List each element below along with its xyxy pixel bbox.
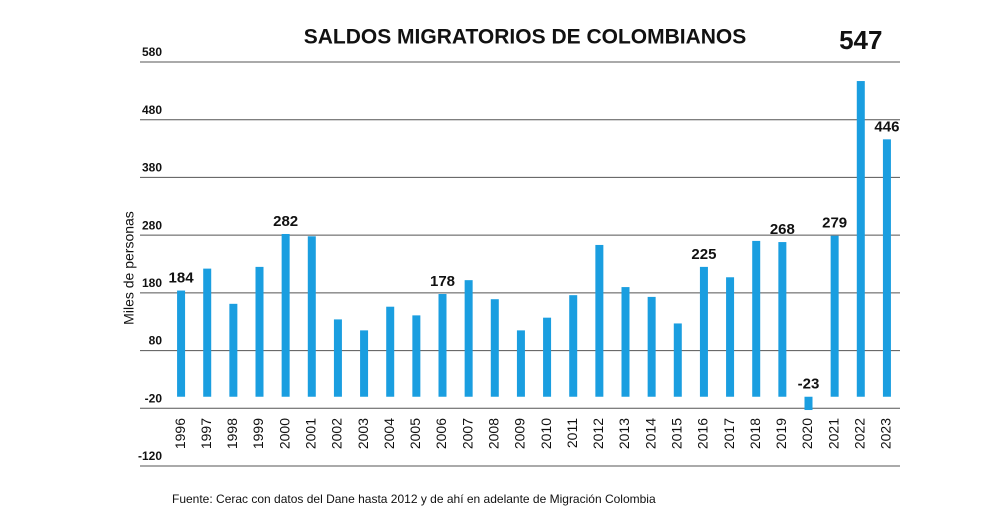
- data-label: 225: [691, 246, 716, 263]
- y-tick-label: 580: [142, 45, 162, 59]
- x-tick-label: 2001: [302, 418, 318, 449]
- y-axis-label: Miles de personas: [121, 211, 137, 325]
- bar: [699, 266, 708, 397]
- x-tick-label: 1997: [198, 418, 214, 449]
- x-tick-label: 2015: [668, 418, 684, 449]
- bar: [333, 319, 342, 397]
- data-label: 184: [169, 270, 195, 287]
- data-label: 547: [839, 25, 882, 55]
- bar: [856, 81, 865, 397]
- x-tick-label: 2002: [329, 418, 345, 449]
- x-tick-label: 2005: [407, 418, 423, 449]
- bar: [569, 295, 578, 397]
- bar: [673, 323, 682, 397]
- x-tick-label: 2012: [590, 418, 606, 449]
- x-tick-label: 2000: [276, 418, 292, 449]
- x-tick-label: 2013: [616, 418, 632, 449]
- bar: [804, 396, 813, 411]
- bar: [203, 268, 212, 397]
- bar: [464, 280, 473, 397]
- x-tick-label: 2007: [459, 418, 475, 449]
- data-label: 282: [273, 213, 298, 230]
- x-tick-label: 1998: [224, 418, 240, 449]
- bar: [255, 266, 264, 397]
- bar: [490, 299, 499, 397]
- y-tick-label: -20: [145, 391, 163, 405]
- data-label: 178: [430, 273, 455, 290]
- x-tick-label: 2009: [512, 418, 528, 449]
- data-label: 279: [822, 215, 847, 232]
- x-tick-label: 2016: [695, 418, 711, 449]
- chart-title: SALDOS MIGRATORIOS DE COLOMBIANOS: [304, 26, 747, 49]
- y-tick-label: 480: [142, 103, 162, 117]
- bar: [360, 330, 369, 397]
- bar: [830, 235, 839, 397]
- bar: [621, 287, 630, 397]
- y-tick-label: 380: [142, 161, 162, 175]
- x-tick-label: 1999: [250, 418, 266, 449]
- bar: [438, 294, 447, 397]
- y-tick-label: 80: [149, 334, 163, 348]
- bar: [386, 306, 395, 397]
- x-tick-label: 2017: [721, 418, 737, 449]
- bar: [595, 244, 604, 397]
- bar: [647, 296, 656, 397]
- bar: [516, 330, 525, 397]
- bar: [778, 242, 787, 397]
- x-tick-label: 2014: [642, 418, 658, 449]
- x-tick-label: 2003: [355, 418, 371, 449]
- data-label: -23: [798, 376, 820, 393]
- bar: [229, 303, 238, 397]
- x-tick-label: 2006: [433, 418, 449, 449]
- x-tick-label: 2022: [851, 418, 867, 449]
- x-tick-label: 2010: [538, 418, 554, 449]
- x-tick-label: 2019: [773, 418, 789, 449]
- x-tick-label: 2023: [878, 418, 894, 449]
- x-tick-label: 2021: [825, 418, 841, 449]
- data-label: 446: [874, 118, 899, 135]
- x-tick-label: 2020: [799, 418, 815, 449]
- bar: [726, 277, 735, 397]
- bar: [412, 315, 421, 397]
- x-tick-label: 2008: [485, 418, 501, 449]
- x-tick-label: 2011: [564, 418, 580, 448]
- bar: [307, 236, 316, 397]
- y-tick-label: 180: [142, 276, 162, 290]
- y-tick-label: -120: [138, 449, 162, 463]
- bar: [752, 240, 761, 397]
- y-tick-label: 280: [142, 218, 162, 232]
- x-tick-label: 2018: [747, 418, 763, 449]
- source: Fuente: Cerac con datos del Dane hasta 2…: [172, 492, 656, 506]
- bar: [177, 290, 186, 397]
- bar: [281, 233, 290, 397]
- x-tick-label: 2004: [381, 418, 397, 449]
- bar: [882, 139, 891, 397]
- x-tick-label: 1996: [172, 418, 188, 449]
- bar: [543, 317, 552, 397]
- data-label: 268: [770, 221, 795, 238]
